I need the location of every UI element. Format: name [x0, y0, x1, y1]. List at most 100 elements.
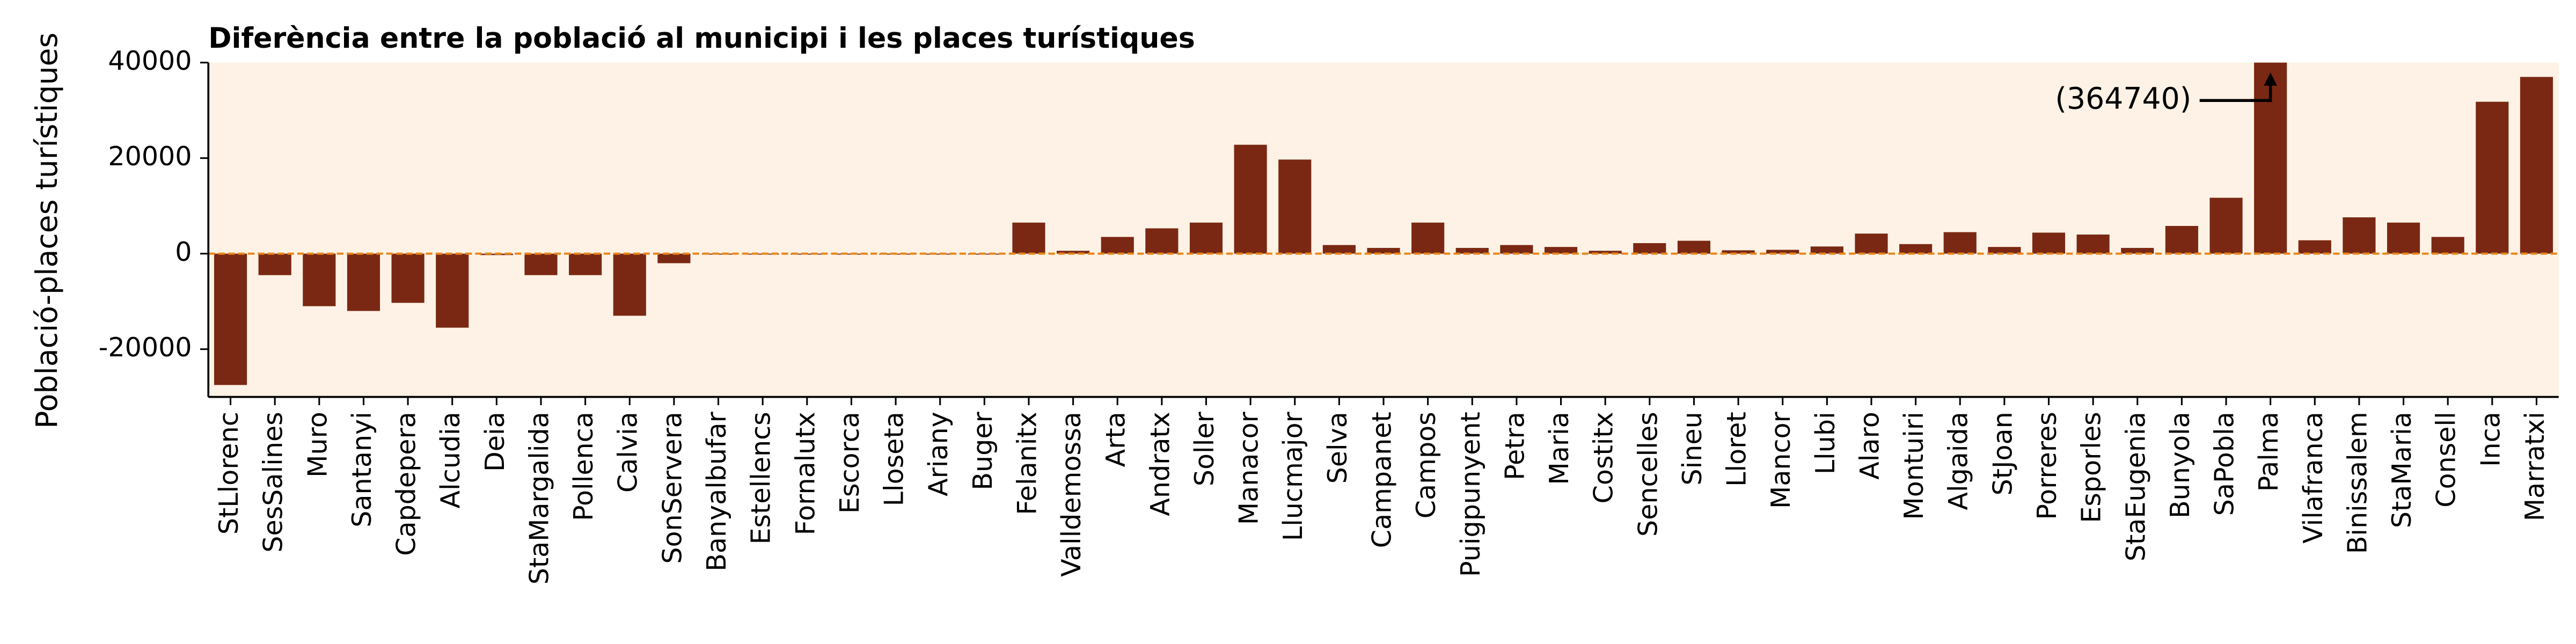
y-tick-label: -20000: [99, 332, 192, 363]
bar: [1322, 245, 1356, 254]
x-tick-label: Calvia: [612, 412, 643, 493]
bar: [391, 253, 425, 303]
x-tick-label: Soller: [1189, 411, 1220, 486]
plot-background: [208, 62, 2559, 397]
bar: [258, 253, 291, 275]
bar: [1411, 222, 1445, 254]
chart-title: Diferència entre la població al municipi…: [208, 23, 1195, 55]
bar: [347, 253, 380, 311]
bar: [1899, 244, 1933, 254]
y-axis-label: Població-places turístiques: [30, 33, 64, 429]
bar: [303, 253, 336, 306]
y-tick-label: 0: [175, 236, 192, 267]
bar: [436, 253, 469, 328]
x-tick-label: Alaro: [1854, 412, 1885, 479]
x-tick-label: StaEugenia: [2120, 412, 2151, 561]
bar: [2032, 232, 2066, 254]
x-tick-label: Campos: [1410, 412, 1441, 518]
y-tick-label: 20000: [108, 141, 192, 172]
x-tick-label: Palma: [2253, 412, 2284, 492]
x-tick-label: Esporles: [2076, 412, 2107, 523]
bar: [1810, 246, 1843, 254]
bar: [1855, 233, 1888, 254]
x-tick-label: Porreres: [2031, 412, 2062, 519]
x-tick-label: StJoan: [1987, 412, 2018, 495]
bar: [524, 253, 558, 275]
x-tick-label: Selva: [1322, 412, 1353, 484]
bar: [2165, 226, 2198, 254]
bar: [569, 253, 602, 275]
bar: [1988, 247, 2021, 254]
x-tick-label: Arta: [1100, 412, 1131, 467]
x-tick-label: Bunyola: [2164, 412, 2196, 518]
x-tick-label: Puigpunyent: [1455, 412, 1486, 577]
bars: [214, 62, 2553, 385]
bar: [1145, 228, 1179, 254]
x-tick-label: Montuiri: [1898, 412, 1929, 519]
x-tick-label: Mancor: [1765, 411, 1796, 509]
x-tick-label: Santanyi: [346, 412, 377, 528]
bar: [1722, 250, 1755, 254]
bar: [2476, 101, 2509, 254]
x-tick-label: Pollenca: [568, 412, 599, 521]
x-tick-label: Manacor: [1233, 411, 1264, 525]
bar: [1500, 245, 1533, 254]
bar: [2121, 247, 2154, 254]
bar: [1101, 237, 1134, 254]
bar: [1367, 247, 1400, 254]
annotation: (364740): [2055, 82, 2191, 116]
x-tick-label: Felanitx: [1011, 412, 1042, 515]
x-tick-label: Sineu: [1677, 412, 1708, 485]
x-tick-label: Alcudia: [435, 412, 466, 508]
bar: [1943, 232, 1977, 254]
bar: [2431, 237, 2464, 254]
y-tick-label: 40000: [108, 45, 192, 76]
x-tick-label: Banyalbufar: [701, 411, 732, 571]
bar: [1057, 251, 1090, 254]
bar: [1544, 247, 1578, 254]
x-tick-label: Consell: [2431, 412, 2462, 508]
x-tick-label: Llucmajor: [1277, 411, 1308, 541]
bar: [1766, 250, 1799, 254]
x-tick-label: Costitx: [1588, 412, 1619, 503]
x-tick-label: SaPobla: [2209, 412, 2240, 516]
bar: [1677, 240, 1711, 254]
x-tick-label: Llubi: [1810, 412, 1841, 474]
x-tick-label: Algaida: [1943, 412, 1974, 510]
bar: [613, 253, 646, 316]
x-tick-label: Muro: [302, 412, 333, 478]
x-tick-label: Buger: [967, 411, 998, 490]
bar: [2076, 235, 2110, 254]
x-tick-label: Maria: [1543, 412, 1575, 485]
bar: [2254, 62, 2287, 254]
x-tick-label: Vilafranca: [2297, 412, 2329, 544]
x-tick-label: Deia: [479, 412, 510, 472]
x-tick-label: StaMaria: [2386, 412, 2417, 528]
x-tick-label: Campanet: [1366, 412, 1397, 548]
x-tick-label: Estellencs: [745, 412, 777, 544]
bar: [1012, 222, 1045, 254]
bar: [1278, 159, 1312, 254]
x-tick-label: Marratxi: [2519, 412, 2550, 521]
bar: [2520, 77, 2553, 254]
bar: [1234, 144, 1267, 254]
x-tick-label: Fornalutx: [789, 412, 821, 535]
bar: [657, 253, 691, 264]
x-tick-label: StLlorenc: [213, 412, 244, 535]
bar: [2387, 222, 2420, 254]
x-tick-label: Lloseta: [879, 412, 910, 506]
x-tick-label: StaMargalida: [523, 412, 554, 584]
x-tick-label: Capdepera: [391, 412, 422, 556]
bar: [2343, 217, 2376, 254]
x-tick-label: SesSalines: [258, 412, 289, 552]
bar: [1589, 251, 1622, 254]
x-tick-label: Ariany: [923, 412, 954, 496]
x-tick-label: Escorca: [834, 412, 865, 514]
x-tick-label: Sencelles: [1632, 412, 1663, 537]
x-tick-label: Binissalem: [2341, 412, 2373, 554]
annotation-arrow: [2199, 79, 2272, 102]
x-tick-label: Lloret: [1721, 412, 1752, 487]
x-tick-label: SonServera: [656, 412, 687, 564]
bar: [1633, 243, 1666, 254]
